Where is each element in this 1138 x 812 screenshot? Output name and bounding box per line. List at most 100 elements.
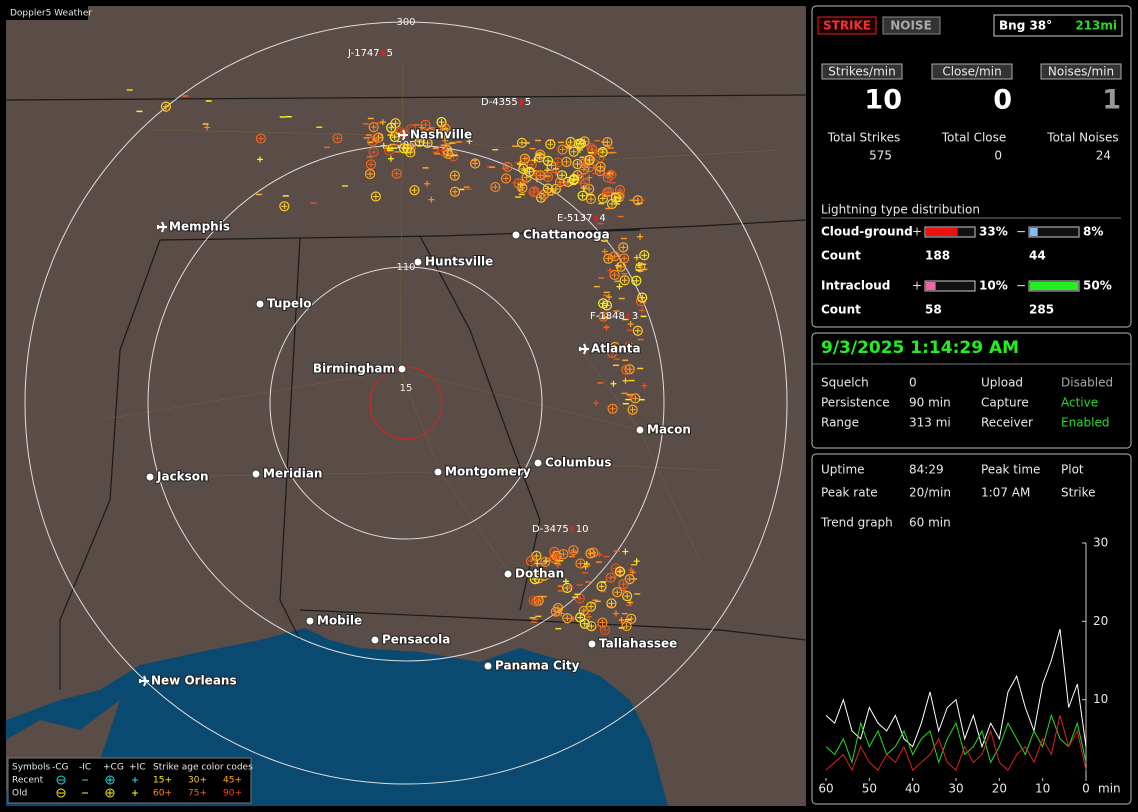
- strike: [608, 600, 615, 607]
- strike: [614, 566, 626, 577]
- strike: [521, 167, 528, 174]
- plot-label: Plot: [1061, 463, 1084, 477]
- city-label: Atlanta: [591, 342, 641, 356]
- city-label: Pensacola: [382, 633, 450, 647]
- strike: [623, 623, 630, 630]
- strike: [611, 343, 618, 350]
- strike: [595, 161, 606, 172]
- strike: [540, 556, 551, 567]
- state-lines: [6, 94, 806, 690]
- clock: 9/3/2025 1:14:29 AM: [821, 338, 1019, 358]
- legend: Symbols -CG -IC +CG +IC Strike age color code…: [12, 763, 253, 799]
- strike: [530, 189, 537, 196]
- storm-marker: [626, 313, 630, 319]
- strike: [535, 170, 546, 181]
- strike: [563, 180, 570, 187]
- strike: [551, 554, 558, 561]
- strike: [641, 252, 648, 259]
- strike: [379, 119, 386, 126]
- trend-label: Trend graph: [820, 516, 893, 530]
- strike: [617, 263, 624, 270]
- age-code: 30+: [188, 776, 207, 786]
- strike: [554, 159, 561, 166]
- city-dot: [145, 472, 155, 482]
- strike: [611, 272, 618, 278]
- count: 58: [925, 303, 942, 317]
- strike: [424, 139, 431, 146]
- strike: [636, 262, 643, 269]
- strike: [632, 325, 643, 336]
- strike: [368, 146, 379, 158]
- city-label: Panama City: [495, 659, 580, 673]
- setting: Capture: [981, 396, 1029, 410]
- total-label: Total Strikes: [827, 131, 901, 145]
- storm-id: J-1747: [347, 48, 380, 59]
- strike: [368, 122, 379, 133]
- type-name: Cloud-ground: [821, 225, 913, 239]
- strike: [543, 557, 550, 564]
- city-dot: [533, 458, 543, 468]
- ring-label: 205: [396, 140, 415, 151]
- strike: [449, 186, 461, 197]
- city-dot: [370, 635, 380, 645]
- strike: [407, 149, 414, 156]
- strike: [516, 161, 523, 168]
- strike: [632, 395, 639, 402]
- y-tick-label: 30: [1093, 536, 1108, 550]
- strike-button[interactable]: [817, 16, 877, 35]
- strike: [517, 182, 528, 193]
- strike: [370, 191, 381, 202]
- strike: [472, 160, 479, 167]
- strike: [441, 131, 448, 138]
- bar-track: [1028, 226, 1080, 238]
- distribution-title: Lightning type distribution: [821, 203, 980, 217]
- noise-button[interactable]: [882, 16, 941, 35]
- strike: [568, 146, 579, 157]
- strike: [606, 347, 618, 358]
- strike: [577, 560, 584, 567]
- age-code: 75+: [188, 789, 207, 799]
- strike: [492, 184, 499, 191]
- strike: [619, 275, 630, 286]
- strike: [554, 561, 561, 568]
- city-dot: [433, 467, 443, 477]
- sign: +: [912, 225, 922, 239]
- strike: [562, 578, 569, 585]
- airport-icon: [139, 675, 149, 687]
- legend-column: +IC: [129, 763, 145, 773]
- cities: Nashville Memphis Chattanooga Huntsville Tup…: [139, 127, 692, 689]
- strike: [557, 144, 568, 155]
- strike-button-label[interactable]: STRIKE: [823, 19, 871, 33]
- city-label: Macon: [647, 423, 691, 437]
- strike: [279, 201, 290, 212]
- strike: [624, 574, 635, 585]
- strike: [607, 267, 614, 274]
- strike: [388, 124, 395, 131]
- strike: [581, 620, 588, 627]
- strike: [560, 551, 567, 558]
- strike: [531, 550, 542, 561]
- storm-id: D-4355: [481, 97, 518, 108]
- trend-line: [825, 629, 1087, 749]
- strike: [521, 172, 532, 183]
- noise-button-label[interactable]: NOISE: [890, 19, 932, 33]
- strike: [570, 547, 577, 554]
- strike: [633, 558, 640, 565]
- strike: [626, 576, 633, 583]
- strike: [639, 294, 646, 301]
- strike: [391, 134, 398, 141]
- percent: 8%: [1083, 225, 1103, 239]
- sign: −: [1016, 225, 1026, 239]
- strike: [561, 156, 572, 167]
- strike: [502, 161, 513, 173]
- strike: [575, 138, 587, 149]
- strike: [631, 275, 642, 286]
- strike: [558, 172, 565, 179]
- strike: [552, 608, 559, 615]
- total-label: Total Close: [941, 131, 1007, 145]
- count: 188: [925, 249, 950, 263]
- strike: [586, 157, 593, 164]
- city-dot: [503, 569, 513, 579]
- strike: [598, 583, 605, 590]
- strike: [393, 170, 400, 177]
